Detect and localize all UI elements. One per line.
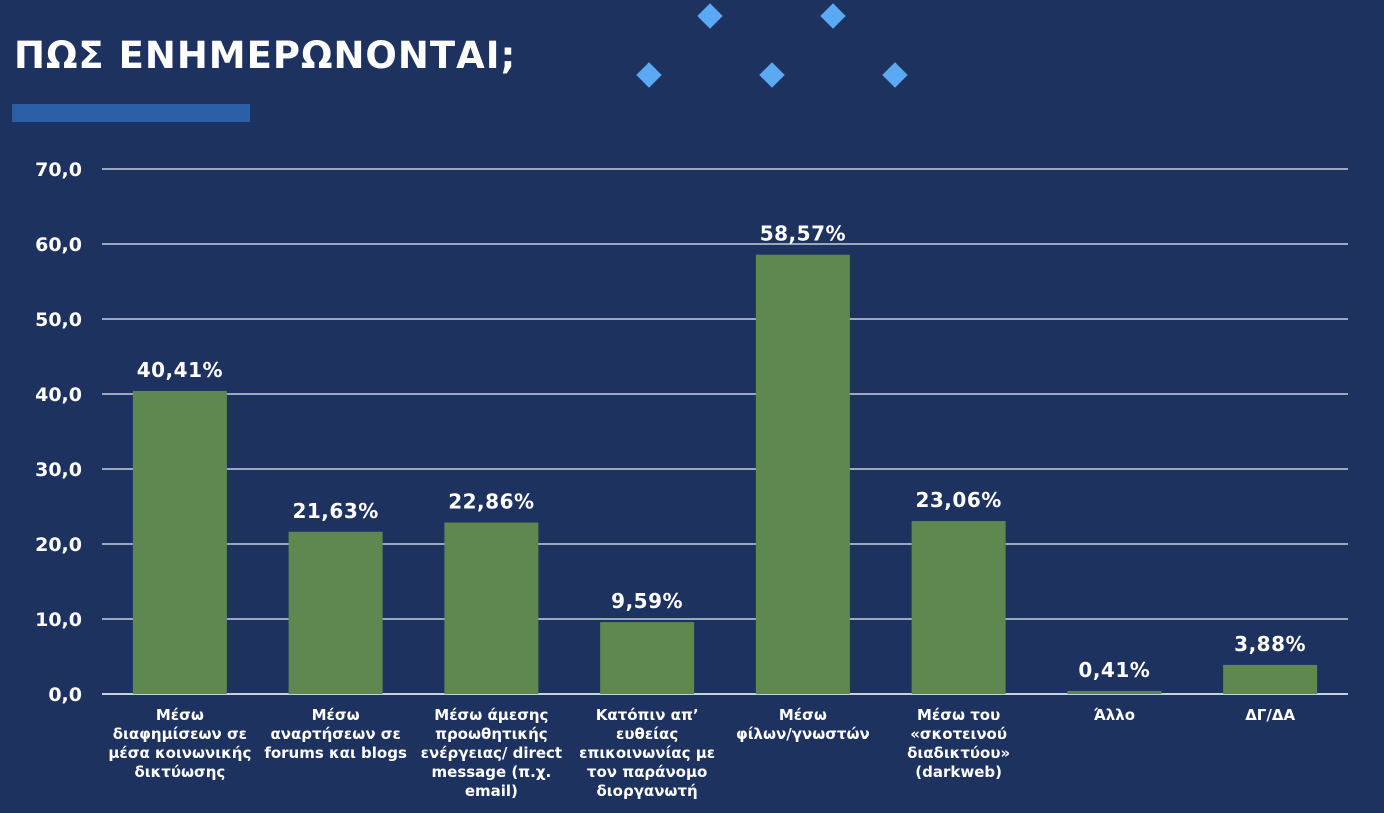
y-tick-label: 0,0 bbox=[48, 684, 82, 706]
bar bbox=[132, 390, 227, 694]
title-underline bbox=[12, 104, 250, 122]
x-category-label: Μέσω άμεσης προωθητικής ενέργειας/ direc… bbox=[420, 706, 563, 800]
y-tick-label: 50,0 bbox=[35, 309, 82, 331]
bar bbox=[1223, 664, 1318, 694]
data-label: 23,06% bbox=[915, 488, 1001, 512]
bar bbox=[1067, 690, 1162, 694]
y-tick-label: 60,0 bbox=[35, 234, 82, 256]
y-tick-label: 10,0 bbox=[35, 609, 82, 631]
slide-title: ΠΩΣ ΕΝΗΜΕΡΩΝΟΝΤΑΙ; bbox=[14, 34, 517, 77]
data-label: 40,41% bbox=[137, 358, 223, 382]
bar bbox=[288, 531, 383, 694]
y-tick-label: 70,0 bbox=[35, 159, 82, 181]
x-category-label: Μέσω του «σκοτεινού διαδικτύου» (darkweb… bbox=[907, 706, 1011, 781]
x-category-label: Μέσω αναρτήσεων σε forums και blogs bbox=[264, 706, 407, 762]
data-label: 9,59% bbox=[611, 589, 683, 613]
x-category-label: ΔΓ/ΔΑ bbox=[1245, 706, 1296, 724]
y-tick-label: 30,0 bbox=[35, 459, 82, 481]
y-tick-label: 40,0 bbox=[35, 384, 82, 406]
x-category-label: Μέσω διαφημίσεων σε μέσα κοινωνικής δικτ… bbox=[108, 706, 252, 781]
bar bbox=[911, 521, 1006, 694]
bar bbox=[600, 622, 695, 694]
x-category-label: Άλλο bbox=[1093, 706, 1135, 724]
data-label: 58,57% bbox=[760, 222, 846, 246]
bars bbox=[132, 254, 1318, 694]
bar bbox=[444, 522, 539, 694]
data-label: 21,63% bbox=[292, 499, 378, 523]
data-label: 22,86% bbox=[448, 490, 534, 514]
x-category-label: Μέσω φίλων/γνωστών bbox=[735, 706, 870, 743]
y-tick-label: 20,0 bbox=[35, 534, 82, 556]
x-category-label: Κατόπιν απ’ ευθείας επικοινωνίας με τον … bbox=[579, 706, 716, 800]
data-labels: 40,41% 21,63% 22,86% 9,59% 58,57% 23,06% 0,41%… bbox=[137, 222, 1306, 682]
bar bbox=[755, 254, 850, 694]
y-axis-ticks: 0,0 10,0 20,0 30,0 40,0 50,0 60,0 70,0 bbox=[35, 159, 82, 706]
data-label: 3,88% bbox=[1234, 632, 1306, 656]
data-label: 0,41% bbox=[1078, 658, 1150, 682]
